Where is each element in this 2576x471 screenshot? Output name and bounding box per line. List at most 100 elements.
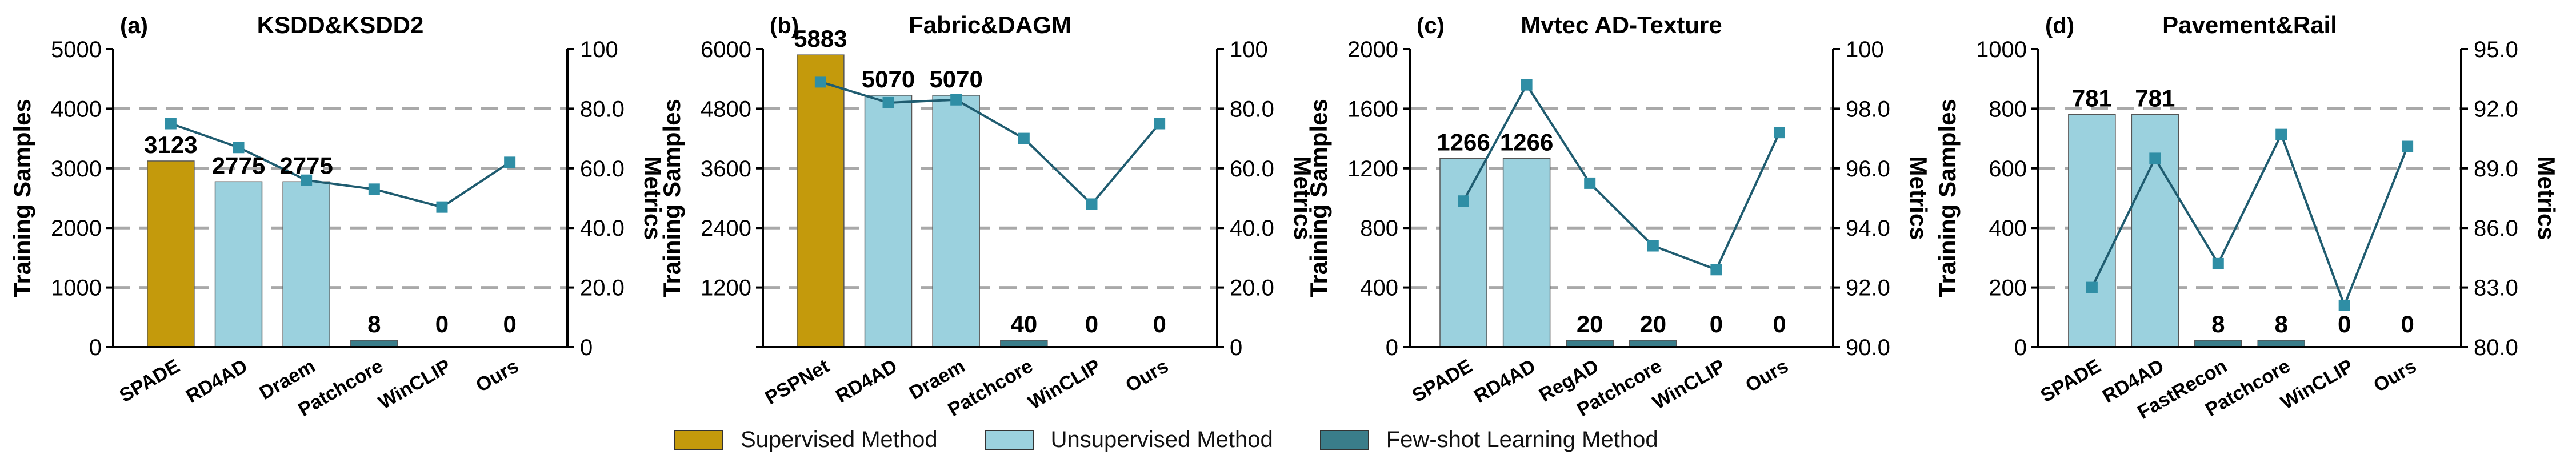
- bar: [864, 95, 913, 348]
- y-tick-label: 1000: [1976, 37, 2027, 62]
- y-tick-label: 4000: [51, 96, 102, 122]
- x-tick-label: PSPNet: [761, 355, 833, 409]
- metrics-line: [2091, 131, 2409, 309]
- bar-value-label: 781: [2072, 84, 2112, 111]
- metric-marker: [2086, 281, 2098, 293]
- panel-label: (b): [770, 13, 799, 38]
- metric-marker: [2212, 257, 2224, 269]
- bar-value-label: 0: [1710, 311, 1723, 337]
- metric-marker: [436, 201, 448, 213]
- bar: [932, 95, 980, 348]
- bar-value-label: 8: [2211, 311, 2225, 337]
- bar-value-label: 8: [367, 311, 381, 337]
- y-tick-label: 3600: [701, 156, 751, 182]
- legend-label-fewshot: Few-shot Learning Method: [1386, 427, 1658, 452]
- chart-title: Mvtec AD-Texture: [1521, 11, 1722, 38]
- y-tick-label: 3000: [51, 156, 102, 182]
- bar-value-label: 0: [2401, 311, 2414, 337]
- x-tick-label: Ours: [1122, 355, 1172, 397]
- y2-tick-label: 40.0: [580, 216, 625, 241]
- chart-title: Fabric&DAGM: [909, 11, 1071, 38]
- bar-value-label: 20: [1577, 311, 1603, 337]
- bar-value-label: 5070: [929, 66, 982, 92]
- bar-value-label: 0: [503, 311, 516, 337]
- metric-marker: [2149, 152, 2161, 164]
- bar-value-label: 0: [1153, 311, 1166, 337]
- metric-marker: [882, 96, 894, 108]
- y2-axis-title: Metrics: [1289, 156, 1316, 240]
- y2-tick-label: 92.0: [1846, 276, 1890, 301]
- metrics-line: [170, 122, 511, 208]
- metric-marker: [1458, 195, 1470, 207]
- x-tick-label: WinCLIP: [375, 355, 455, 414]
- y2-tick-label: 0: [580, 335, 593, 360]
- chart-panel-4: 0200400600800100080.083.086.089.092.095.…: [1934, 11, 2560, 424]
- panel-label: (c): [1417, 13, 1445, 38]
- y2-tick-label: 20.0: [1230, 276, 1274, 301]
- panel-label: (a): [120, 13, 148, 38]
- y2-axis-title: Metrics: [639, 156, 666, 240]
- bar-value-label: 2775: [279, 152, 333, 179]
- bar: [282, 181, 330, 348]
- y2-tick-label: 80.0: [580, 96, 625, 122]
- bar: [147, 160, 195, 348]
- metric-marker: [1584, 177, 1596, 189]
- legend-item-supervised: Supervised Method: [674, 427, 938, 453]
- metric-marker: [1086, 198, 1098, 210]
- bar-value-label: 20: [1639, 311, 1666, 337]
- bar: [1439, 158, 1487, 348]
- metric-marker: [165, 118, 177, 130]
- y2-tick-label: 40.0: [1230, 216, 1274, 241]
- x-tick-label: RD4AD: [1470, 355, 1539, 407]
- metric-marker: [233, 142, 245, 154]
- x-tick-label: WinCLIP: [1649, 355, 1729, 414]
- y2-tick-label: 100: [1230, 37, 1268, 62]
- y-tick-label: 400: [1360, 276, 1398, 301]
- x-tick-label: SPADE: [2037, 355, 2105, 406]
- y-axis-title: Training Samples: [1305, 99, 1332, 297]
- legend-swatch-unsupervised: [984, 429, 1034, 450]
- x-tick-label: RD4AD: [182, 355, 251, 407]
- metric-marker: [950, 94, 962, 106]
- bar: [214, 181, 263, 348]
- metric-marker: [1773, 127, 1785, 139]
- y2-tick-label: 80.0: [1230, 96, 1274, 122]
- bar-value-label: 0: [435, 311, 449, 337]
- bar-value-label: 5883: [794, 25, 847, 52]
- y2-tick-label: 20.0: [580, 276, 625, 301]
- y2-tick-label: 98.0: [1846, 96, 1890, 122]
- chart-panel-3: 040080012001600200090.092.094.096.098.01…: [1305, 11, 1932, 421]
- x-tick-label: Ours: [472, 355, 522, 397]
- bar: [2068, 114, 2116, 348]
- y2-tick-label: 89.0: [2474, 156, 2518, 182]
- y2-tick-label: 92.0: [2474, 96, 2518, 122]
- y2-tick-label: 100: [580, 37, 618, 62]
- legend-item-fewshot: Few-shot Learning Method: [1319, 427, 1658, 453]
- y2-tick-label: 90.0: [1846, 335, 1890, 360]
- x-tick-label: Ours: [2370, 355, 2420, 397]
- metric-marker: [504, 156, 516, 168]
- metric-marker: [1154, 118, 1166, 130]
- x-tick-label: RD4AD: [832, 355, 901, 407]
- x-tick-label: WinCLIP: [1025, 355, 1105, 414]
- legend: Supervised Method Unsupervised Method Fe…: [674, 427, 1705, 453]
- legend-swatch-supervised: [674, 429, 723, 450]
- panel-label: (d): [2045, 13, 2074, 38]
- y-tick-label: 2000: [51, 216, 102, 241]
- chart-panel-2: 1200 2400 3600 4800 6000 0 20.0 40.0 60.0 80.0 100…: [658, 11, 1316, 421]
- chart-title: Pavement&Rail: [2162, 11, 2337, 38]
- bar-value-label: 0: [1773, 311, 1786, 337]
- y2-axis-title: Metrics: [1905, 156, 1932, 240]
- y2-tick-label: 60.0: [580, 156, 625, 182]
- x-tick-label: Ours: [1742, 355, 1792, 397]
- legend-label-supervised: Supervised Method: [741, 427, 938, 452]
- y-tick-label: 0: [89, 335, 102, 360]
- metric-marker: [2402, 140, 2414, 152]
- y2-tick-label: 80.0: [2474, 335, 2518, 360]
- metric-marker: [2338, 299, 2350, 311]
- y-tick-label: 800: [1989, 96, 2027, 122]
- chart-title: KSDD&KSDD2: [257, 11, 424, 38]
- y-tick-label: 2400: [701, 216, 751, 241]
- y-tick-label: 1200: [1347, 156, 1398, 182]
